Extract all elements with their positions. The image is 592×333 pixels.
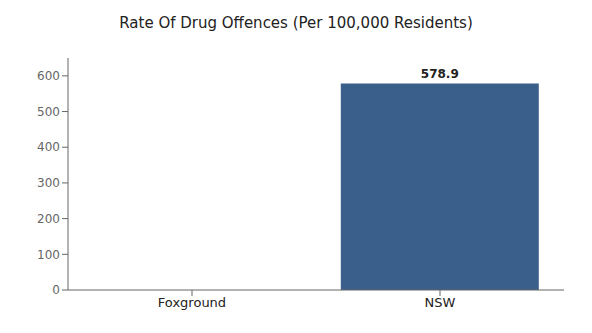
svg-text:400: 400 xyxy=(37,140,60,154)
svg-text:300: 300 xyxy=(37,176,60,190)
svg-text:Foxground: Foxground xyxy=(158,295,226,310)
html-text:Rate Of Drug Offences (Per 100: Rate Of Drug Offences (Per 100,000 Resid… xyxy=(119,14,473,32)
svg-text:500: 500 xyxy=(37,105,60,119)
svg-text:200: 200 xyxy=(37,212,60,226)
svg-text:578.9: 578.9 xyxy=(421,67,459,81)
svg-text:100: 100 xyxy=(37,248,60,262)
svg-text:600: 600 xyxy=(37,69,60,83)
svg-text:NSW: NSW xyxy=(425,295,456,310)
svg-text:0: 0 xyxy=(52,283,60,297)
